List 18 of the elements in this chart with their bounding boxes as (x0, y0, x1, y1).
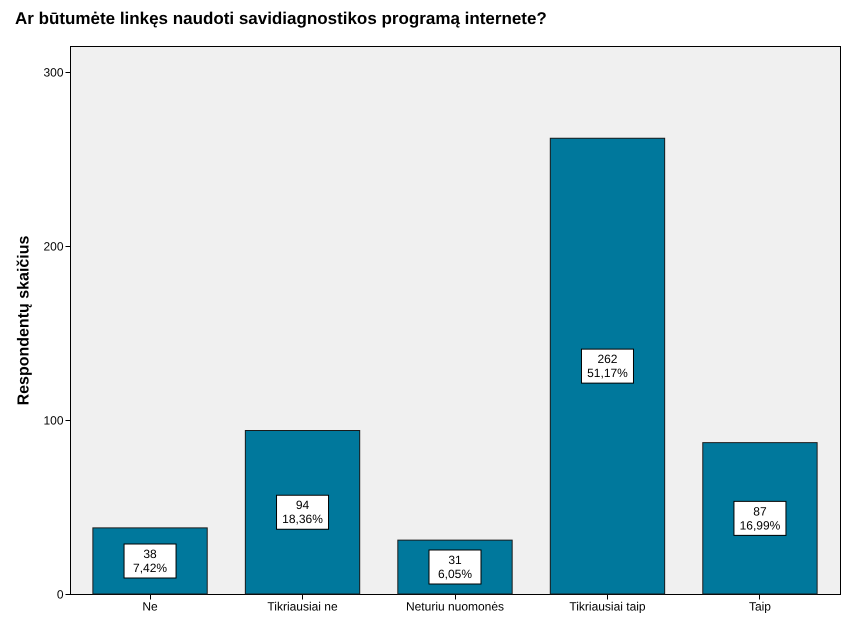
x-tick-label: Neturiu nuomonės (406, 600, 504, 614)
y-axis-title: Respondentų skaičius (15, 235, 32, 406)
data-label: 94 18,36% (282, 498, 324, 526)
chart-title: Ar būtumėte linkęs naudoti savidiagnostikos programą internete? (14, 9, 547, 28)
bar (244, 430, 360, 594)
x-tick-label: Tikriausiai ne (267, 600, 338, 614)
y-tick-label: 0 (56, 588, 64, 602)
y-tick-label: 200 (43, 240, 64, 254)
x-tick-label: Taip (748, 600, 772, 614)
bar (550, 138, 666, 594)
y-tick-label: 300 (43, 66, 64, 80)
data-label: 87 16,99% (740, 504, 781, 532)
x-tick-label: Tikriausiai taip (569, 600, 646, 614)
data-label: 38 7,42% (133, 546, 168, 575)
x-tick-label: Ne (142, 600, 158, 614)
data-label: 31 6,05% (438, 553, 472, 582)
data-label: 262 51,17% (587, 352, 628, 380)
y-tick-label: 100 (43, 414, 64, 428)
